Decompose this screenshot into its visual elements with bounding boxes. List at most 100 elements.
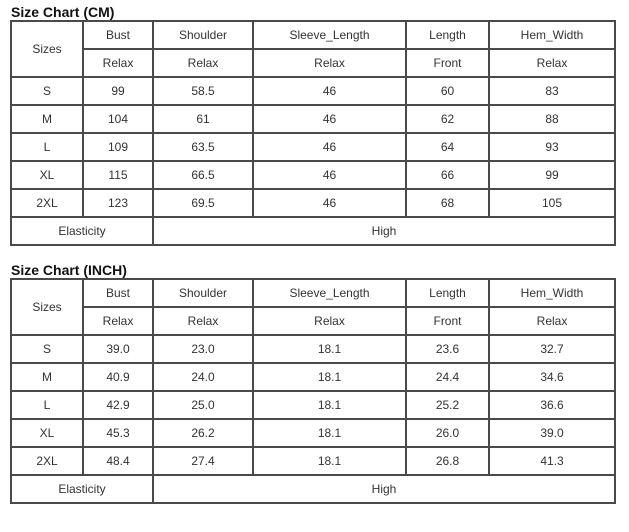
size-label: L bbox=[10, 390, 84, 420]
measurement-cell: 25.2 bbox=[405, 390, 490, 420]
measure-type-header: Relax bbox=[488, 306, 616, 336]
table-row: 2XL 48.4 27.4 18.1 26.8 41.3 bbox=[10, 446, 616, 476]
measurement-cell: 46 bbox=[252, 132, 407, 162]
column-header: Shoulder bbox=[152, 20, 254, 50]
elasticity-label: Elasticity bbox=[10, 474, 154, 504]
cm-size-table: Sizes Bust Shoulder Sleeve_Length Length Hem_… bbox=[10, 20, 616, 246]
measurement-cell: 32.7 bbox=[488, 334, 616, 364]
measure-type-header: Relax bbox=[82, 48, 154, 78]
measure-type-header: Relax bbox=[252, 306, 407, 336]
measurement-cell: 24.4 bbox=[405, 362, 490, 392]
measurement-cell: 41.3 bbox=[488, 446, 616, 476]
measurement-cell: 34.6 bbox=[488, 362, 616, 392]
size-label: 2XL bbox=[10, 446, 84, 476]
measurement-cell: 63.5 bbox=[152, 132, 254, 162]
size-label: XL bbox=[10, 418, 84, 448]
column-header: Sleeve_Length bbox=[252, 278, 407, 308]
measurement-cell: 42.9 bbox=[82, 390, 154, 420]
measurement-cell: 105 bbox=[488, 188, 616, 218]
measurement-cell: 64 bbox=[405, 132, 490, 162]
size-label: M bbox=[10, 362, 84, 392]
size-label: XL bbox=[10, 160, 84, 190]
measurement-cell: 99 bbox=[82, 76, 154, 106]
column-header: Length bbox=[405, 278, 490, 308]
header-row: Sizes Bust Shoulder Sleeve_Length Length Hem_… bbox=[10, 20, 616, 78]
measurement-cell: 18.1 bbox=[252, 446, 407, 476]
measurement-cell: 60 bbox=[405, 76, 490, 106]
measurement-cell: 48.4 bbox=[82, 446, 154, 476]
measurement-cell: 99 bbox=[488, 160, 616, 190]
measure-type-header: Front bbox=[405, 48, 490, 78]
subheader-row: Relax Relax Relax Front Relax bbox=[11, 48, 616, 78]
measurement-cell: 24.0 bbox=[152, 362, 254, 392]
measurement-cell: 88 bbox=[488, 104, 616, 134]
measurement-cell: 109 bbox=[82, 132, 154, 162]
measurement-cell: 40.9 bbox=[82, 362, 154, 392]
table-row: M 40.9 24.0 18.1 24.4 34.6 bbox=[10, 362, 616, 392]
sizes-header: Sizes bbox=[10, 20, 84, 78]
measure-type-header: Relax bbox=[488, 48, 616, 78]
size-label: S bbox=[10, 76, 84, 106]
measurement-cell: 58.5 bbox=[152, 76, 254, 106]
cm-chart-title: Size Chart (CM) bbox=[11, 4, 115, 20]
measure-type-header: Front bbox=[405, 306, 490, 336]
measurement-cell: 62 bbox=[405, 104, 490, 134]
table-row: XL 45.3 26.2 18.1 26.0 39.0 bbox=[10, 418, 616, 448]
column-header: Hem_Width bbox=[488, 20, 616, 50]
measurement-cell: 26.0 bbox=[405, 418, 490, 448]
measurement-cell: 123 bbox=[82, 188, 154, 218]
measurement-cell: 18.1 bbox=[252, 390, 407, 420]
measurement-cell: 23.0 bbox=[152, 334, 254, 364]
column-header: Shoulder bbox=[152, 278, 254, 308]
column-header: Bust bbox=[82, 278, 154, 308]
measurement-cell: 46 bbox=[252, 104, 407, 134]
header-row: Sizes Bust Shoulder Sleeve_Length Length Hem_… bbox=[10, 278, 616, 336]
measurement-cell: 26.8 bbox=[405, 446, 490, 476]
size-label: 2XL bbox=[10, 188, 84, 218]
measurement-cell: 39.0 bbox=[82, 334, 154, 364]
measurement-cell: 83 bbox=[488, 76, 616, 106]
measurement-cell: 46 bbox=[252, 188, 407, 218]
table-row: S 39.0 23.0 18.1 23.6 32.7 bbox=[10, 334, 616, 364]
measurement-cell: 46 bbox=[252, 76, 407, 106]
table-row: 2XL 123 69.5 46 68 105 bbox=[10, 188, 616, 218]
measurement-cell: 36.6 bbox=[488, 390, 616, 420]
elasticity-row: Elasticity High bbox=[10, 474, 616, 504]
measurement-cell: 23.6 bbox=[405, 334, 490, 364]
measurement-cell: 46 bbox=[252, 160, 407, 190]
measurement-cell: 66.5 bbox=[152, 160, 254, 190]
size-label: L bbox=[10, 132, 84, 162]
table-row: S 99 58.5 46 60 83 bbox=[10, 76, 616, 106]
measurement-cell: 45.3 bbox=[82, 418, 154, 448]
measurement-cell: 61 bbox=[152, 104, 254, 134]
measurement-cell: 104 bbox=[82, 104, 154, 134]
measurement-cell: 66 bbox=[405, 160, 490, 190]
size-label: S bbox=[10, 334, 84, 364]
table-row: M 104 61 46 62 88 bbox=[10, 104, 616, 134]
measurement-cell: 93 bbox=[488, 132, 616, 162]
measurement-cell: 115 bbox=[82, 160, 154, 190]
column-header: Sleeve_Length bbox=[252, 20, 407, 50]
sizes-header: Sizes bbox=[10, 278, 84, 336]
elasticity-row: Elasticity High bbox=[10, 216, 616, 246]
measurement-cell: 18.1 bbox=[252, 334, 407, 364]
measure-type-header: Relax bbox=[152, 306, 254, 336]
measurement-cell: 39.0 bbox=[488, 418, 616, 448]
measurement-cell: 25.0 bbox=[152, 390, 254, 420]
column-header: Length bbox=[405, 20, 490, 50]
measurement-cell: 18.1 bbox=[252, 362, 407, 392]
measurement-cell: 68 bbox=[405, 188, 490, 218]
measurement-cell: 69.5 bbox=[152, 188, 254, 218]
subheader-row: Relax Relax Relax Front Relax bbox=[11, 306, 616, 336]
inch-size-table: Sizes Bust Shoulder Sleeve_Length Length Hem_… bbox=[10, 278, 616, 504]
column-header: Hem_Width bbox=[488, 278, 616, 308]
measurement-cell: 18.1 bbox=[252, 418, 407, 448]
elasticity-value: High bbox=[152, 216, 616, 246]
measure-type-header: Relax bbox=[82, 306, 154, 336]
column-header: Bust bbox=[82, 20, 154, 50]
elasticity-label: Elasticity bbox=[10, 216, 154, 246]
measure-type-header: Relax bbox=[252, 48, 407, 78]
measure-type-header: Relax bbox=[152, 48, 254, 78]
measurement-cell: 26.2 bbox=[152, 418, 254, 448]
size-label: M bbox=[10, 104, 84, 134]
